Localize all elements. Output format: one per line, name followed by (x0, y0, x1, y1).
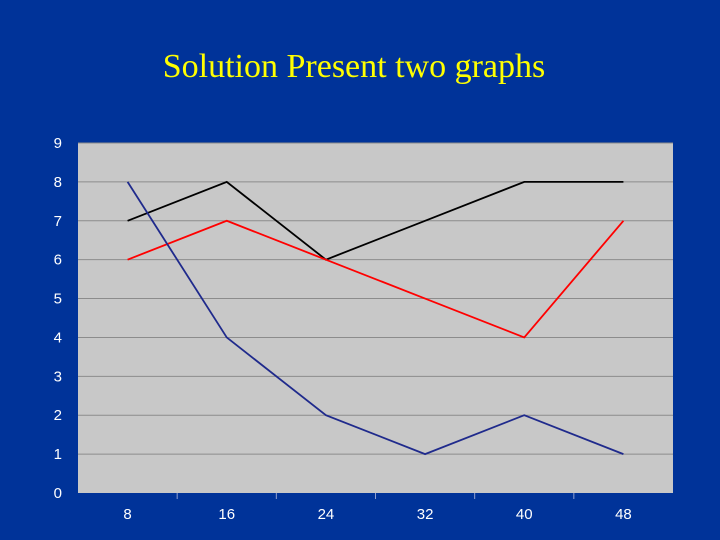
y-axis-labels: 0 1 2 3 4 5 6 7 8 9 (54, 135, 62, 502)
x-tick-label: 32 (417, 506, 434, 523)
y-tick-label: 2 (54, 407, 62, 424)
slide-title: Solution Present two graphs (162, 48, 546, 85)
y-tick-label: 0 (54, 485, 62, 502)
series-line-3 (126, 181, 624, 456)
x-tick-label: 8 (123, 506, 131, 523)
y-tick-label: 8 (54, 174, 62, 191)
series-line-2 (127, 219, 625, 339)
series-line-1 (127, 180, 624, 261)
series-lines (126, 180, 625, 456)
x-tick-label: 48 (615, 506, 632, 523)
x-tick-label: 40 (516, 506, 533, 523)
y-tick-label: 3 (54, 368, 62, 385)
x-axis-labels: 8 16 24 32 40 48 (123, 506, 631, 523)
y-tick-label: 7 (54, 213, 62, 230)
y-tick-label: 9 (54, 135, 62, 152)
y-tick-label: 4 (54, 329, 62, 346)
y-tick-label: 5 (54, 291, 62, 308)
x-axis-ticks (176, 493, 575, 499)
x-tick-label: 24 (318, 506, 335, 523)
plot-area (78, 143, 673, 493)
y-tick-label: 1 (54, 446, 62, 463)
x-tick-label: 16 (218, 506, 235, 523)
y-tick-label: 6 (54, 252, 62, 269)
gridlines (78, 142, 673, 455)
